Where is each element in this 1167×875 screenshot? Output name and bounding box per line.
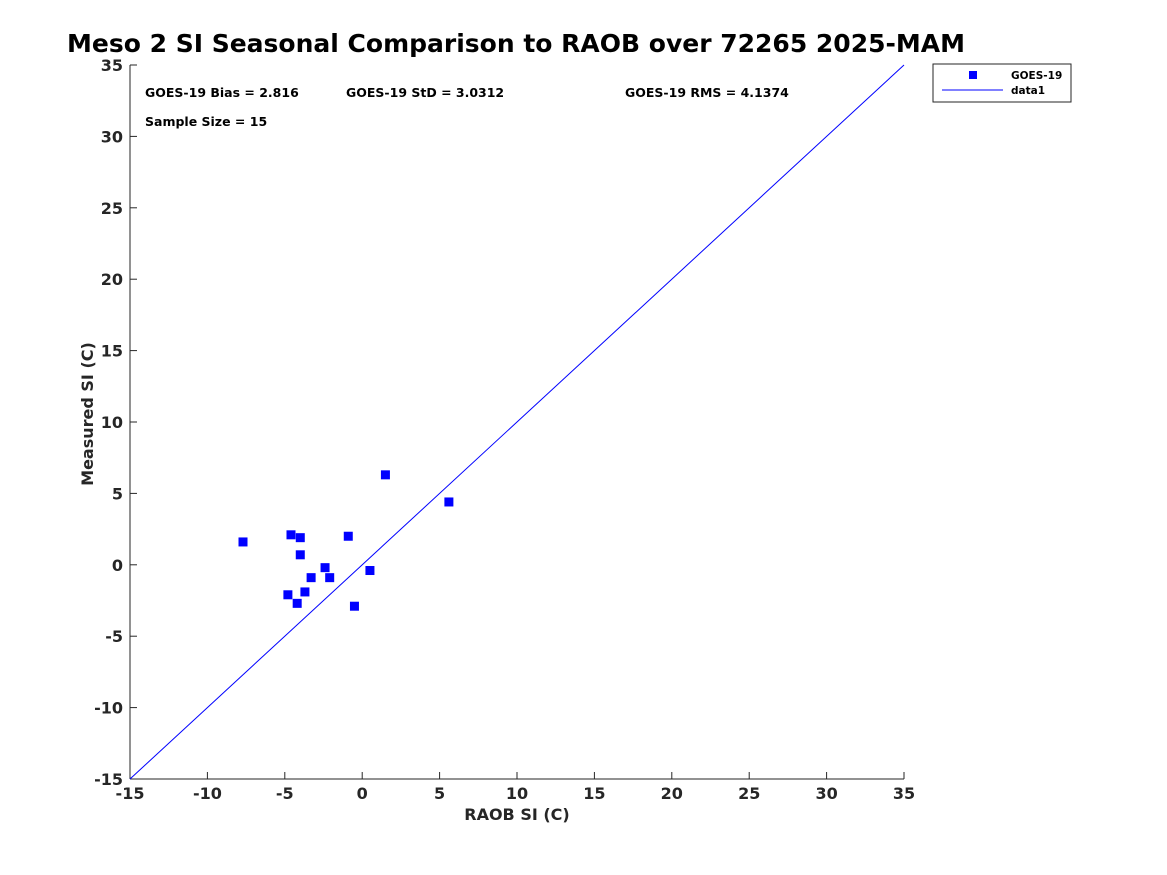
x-tick-label: 30 xyxy=(815,784,837,803)
x-tick-label: 5 xyxy=(434,784,445,803)
y-tick-label: 10 xyxy=(101,413,123,432)
y-tick-label: 0 xyxy=(112,556,123,575)
legend-label-goes19: GOES-19 xyxy=(1011,70,1062,82)
rms-annotation: GOES-19 RMS = 4.1374 xyxy=(625,85,789,100)
x-tick-label: 10 xyxy=(506,784,528,803)
x-tick-label: 25 xyxy=(738,784,760,803)
data-points xyxy=(238,470,454,611)
sample-size-annotation: Sample Size = 15 xyxy=(145,114,267,129)
legend-label-data1: data1 xyxy=(1011,85,1045,97)
data-point xyxy=(380,470,390,480)
data-point xyxy=(444,497,454,507)
y-axis-ticks: -15 -10 -5 0 5 10 15 20 25 30 35 xyxy=(94,56,137,789)
x-axis-ticks: -15 -10 -5 0 5 10 15 20 25 30 35 xyxy=(116,772,915,803)
data-point xyxy=(343,531,353,541)
x-tick-label: -5 xyxy=(276,784,294,803)
y-tick-label: 25 xyxy=(101,199,123,218)
data-point xyxy=(325,573,335,583)
data-point xyxy=(295,533,305,543)
bias-annotation: GOES-19 Bias = 2.816 xyxy=(145,85,299,100)
chart-title: Meso 2 SI Seasonal Comparison to RAOB ov… xyxy=(67,29,965,58)
y-tick-label: 15 xyxy=(101,342,123,361)
data-point xyxy=(320,563,330,573)
data-point xyxy=(300,587,310,597)
reference-lines xyxy=(129,64,905,780)
y-tick-label: 5 xyxy=(112,484,123,503)
x-tick-label: 20 xyxy=(661,784,683,803)
data-point xyxy=(365,566,375,576)
legend-box xyxy=(932,63,1072,103)
legend-square-marker-icon xyxy=(969,71,977,79)
y-tick-label: -5 xyxy=(105,627,123,646)
x-tick-label: 0 xyxy=(357,784,368,803)
data-point xyxy=(295,550,305,560)
legend: GOES-19 data1 xyxy=(932,63,1072,103)
x-tick-label: 15 xyxy=(583,784,605,803)
x-axis-label: RAOB SI (C) xyxy=(464,805,569,824)
data-point xyxy=(292,598,302,608)
x-tick-label: -15 xyxy=(116,784,145,803)
x-tick-label: -10 xyxy=(193,784,222,803)
y-axis-label: Measured SI (C) xyxy=(78,342,97,486)
data-point xyxy=(286,530,296,540)
std-annotation: GOES-19 StD = 3.0312 xyxy=(346,85,504,100)
y-tick-label: 20 xyxy=(101,270,123,289)
y-tick-label: 35 xyxy=(101,56,123,75)
y-tick-label: 30 xyxy=(101,127,123,146)
y-tick-label: -10 xyxy=(94,699,123,718)
one-to-one-line xyxy=(129,64,905,780)
y-tick-label: -15 xyxy=(94,770,123,789)
data-point xyxy=(283,590,293,600)
x-tick-label: 35 xyxy=(893,784,915,803)
data-point xyxy=(349,601,359,611)
data-point xyxy=(306,573,316,583)
data-point xyxy=(238,537,248,547)
